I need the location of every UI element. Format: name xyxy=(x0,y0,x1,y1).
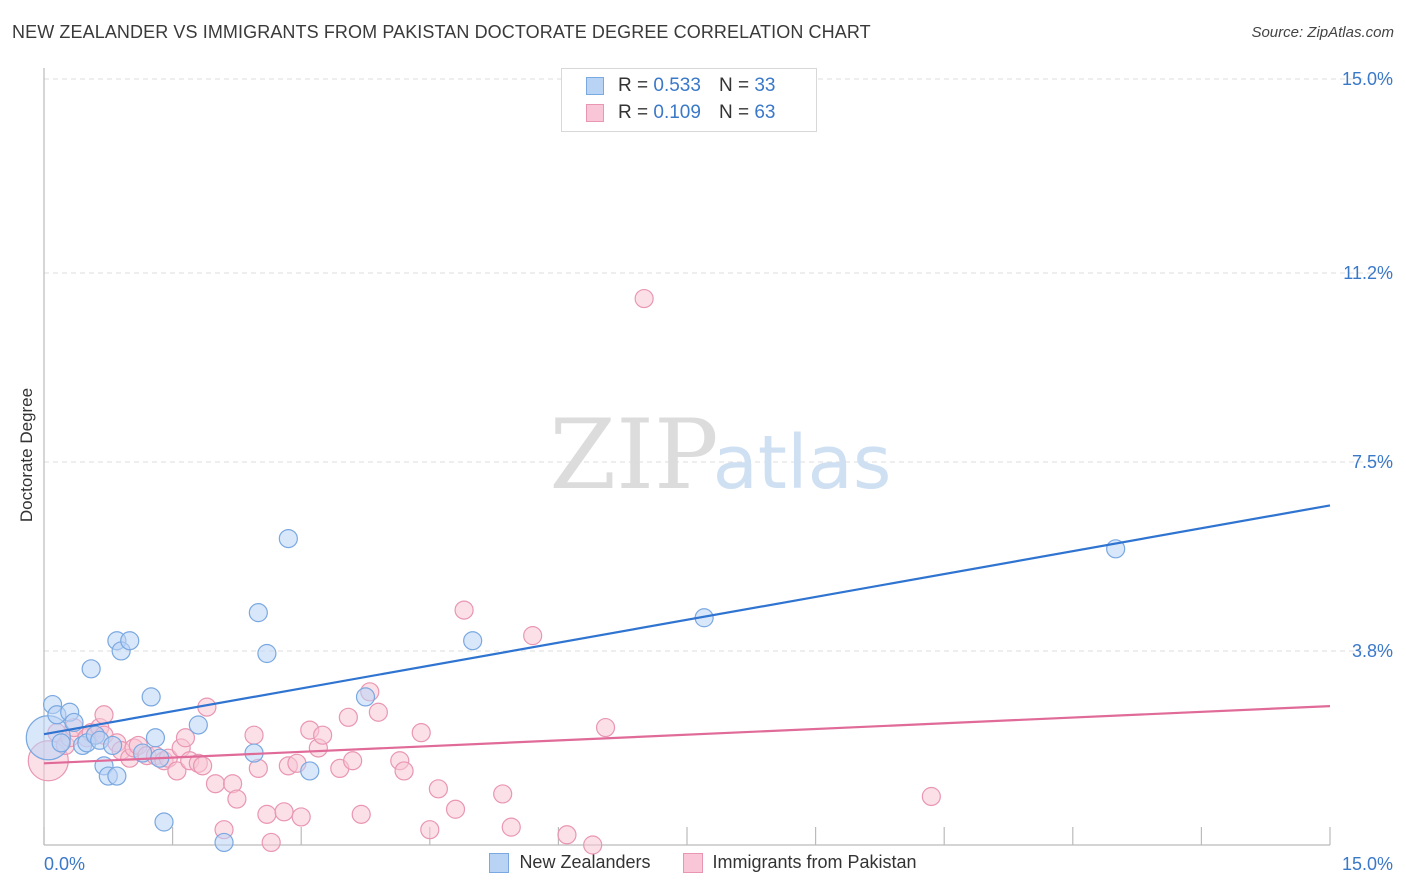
x-tick-label-min: 0.0% xyxy=(44,854,85,874)
watermark: ZIP atlas xyxy=(549,399,891,511)
new-zealander-point xyxy=(188,715,208,735)
pakistan-point xyxy=(583,835,603,855)
legend-r-label: R = xyxy=(618,102,649,123)
new-zealander-point xyxy=(81,659,101,679)
bottom-legend-pakistan: Immigrants from Pakistan xyxy=(682,852,917,873)
pakistan-point xyxy=(261,832,281,853)
pakistan-point xyxy=(257,804,277,824)
series-pakistan-points xyxy=(27,288,941,855)
pakistan-point xyxy=(557,825,577,845)
pakistan-point xyxy=(394,761,414,781)
new-zealander-point xyxy=(214,832,234,853)
gridlines xyxy=(44,78,1392,652)
trend-line-pakistan xyxy=(43,704,1331,765)
new-zealander-point xyxy=(278,528,298,549)
pakistan-point xyxy=(291,807,311,827)
pakistan-point xyxy=(493,784,513,804)
new-zealander-point xyxy=(300,761,320,781)
pakistan-point xyxy=(227,789,247,809)
new-zealander-point xyxy=(120,631,140,651)
new-zealander-point xyxy=(145,728,166,748)
pakistan-point xyxy=(175,728,196,748)
pakistan-point xyxy=(313,725,333,745)
pakistan-point xyxy=(445,799,466,819)
pakistan-point xyxy=(368,702,388,722)
source-label: Source: ZipAtlas.com xyxy=(1251,24,1394,41)
pakistan-point xyxy=(167,761,187,781)
pakistan-point xyxy=(454,600,474,620)
legend: R = 0.533 N = 33 R = 0.109 N = 63 xyxy=(561,68,817,132)
pakistan-point xyxy=(501,817,521,837)
legend-n-value: 63 xyxy=(754,102,776,123)
trend-lines xyxy=(43,504,1331,765)
legend-r-label: R = xyxy=(618,75,649,96)
legend-n-value: 33 xyxy=(754,75,776,96)
new-zealander-point xyxy=(141,687,161,707)
pakistan-point xyxy=(193,756,213,776)
pakistan-point xyxy=(420,820,440,840)
series-new-zealanders-points xyxy=(25,528,1126,853)
watermark-zip: ZIP xyxy=(549,399,718,511)
new-zealander-point xyxy=(102,735,123,756)
pakistan-point xyxy=(428,779,448,799)
x-tick-label-max: 15.0% xyxy=(1342,854,1393,874)
pakistan-point xyxy=(523,626,543,646)
new-zealander-point xyxy=(51,733,71,753)
bottom-legend: New Zealanders Immigrants from Pakistan xyxy=(0,852,1406,873)
y-tick-label: 11.2% xyxy=(1343,263,1393,283)
new-zealander-point xyxy=(463,631,483,651)
y-tick-label: 15.0% xyxy=(1342,69,1393,89)
new-zealander-point xyxy=(257,643,277,664)
pakistan-point xyxy=(205,774,226,794)
legend-row-pakistan: R = 0.109 N = 63 xyxy=(586,100,775,126)
axes xyxy=(43,68,1331,846)
pakistan-point xyxy=(411,723,431,743)
new-zealander-point xyxy=(154,812,174,832)
chart-title: NEW ZEALANDER VS IMMIGRANTS FROM PAKISTA… xyxy=(12,22,871,42)
y-tick-label: 7.5% xyxy=(1352,452,1393,472)
pakistan-point xyxy=(634,288,654,309)
legend-swatch-blue xyxy=(586,77,604,95)
bottom-legend-swatch-pink xyxy=(682,852,703,873)
new-zealander-point xyxy=(248,603,268,623)
legend-n-label: N = xyxy=(718,102,750,123)
pakistan-point xyxy=(94,705,114,725)
legend-n-label: N = xyxy=(718,75,750,96)
pakistan-point xyxy=(274,802,294,822)
new-zealander-point xyxy=(132,743,153,763)
legend-swatch-pink xyxy=(586,104,604,122)
pakistan-point xyxy=(351,804,371,824)
bottom-legend-label: New Zealanders xyxy=(519,852,651,872)
pakistan-point xyxy=(244,725,264,745)
bottom-legend-new-zealanders: New Zealanders xyxy=(489,852,651,873)
bottom-legend-swatch-blue xyxy=(489,852,510,873)
pakistan-point xyxy=(343,751,363,771)
trend-line-new-zealanders xyxy=(43,504,1331,736)
new-zealander-point xyxy=(107,766,127,786)
watermark-atlas: atlas xyxy=(713,420,892,506)
pakistan-point xyxy=(338,707,358,727)
y-tick-label: 3.8% xyxy=(1352,641,1393,661)
pakistan-point xyxy=(595,717,616,738)
bottom-legend-label: Immigrants from Pakistan xyxy=(712,852,917,872)
legend-row-new-zealanders: R = 0.533 N = 33 xyxy=(586,73,775,99)
legend-r-value: 0.533 xyxy=(653,75,701,96)
tick-labels: 3.8% 7.5% 11.2% 15.0% 0.0% 15.0% xyxy=(44,69,1393,874)
legend-r-value: 0.109 xyxy=(653,102,701,123)
new-zealander-point xyxy=(355,687,376,707)
pakistan-point xyxy=(921,786,941,807)
